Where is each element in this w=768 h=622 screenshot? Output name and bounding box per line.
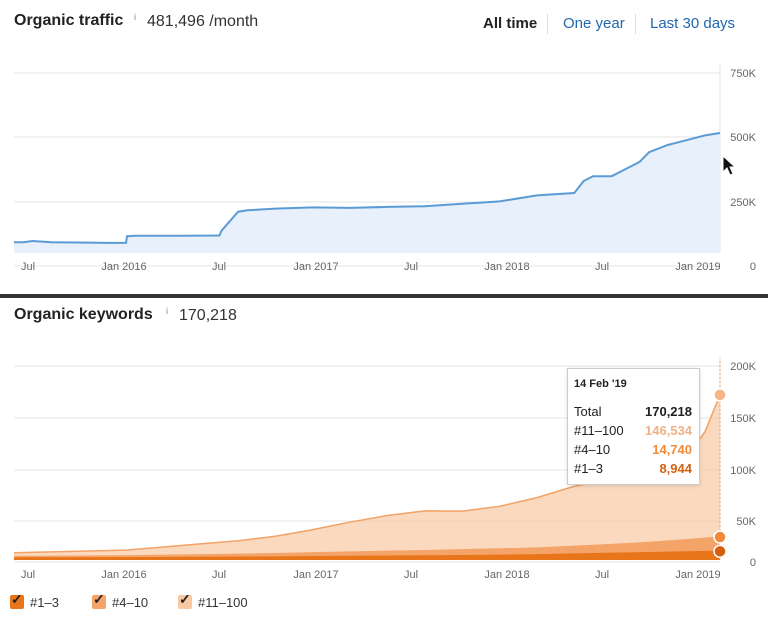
tooltip-value: 14,740	[652, 442, 692, 457]
tooltip-label: Total	[574, 404, 602, 419]
highlight-dot	[713, 388, 727, 402]
traffic-info-icon[interactable]: i	[134, 12, 136, 22]
checkbox-icon[interactable]	[10, 595, 24, 609]
legend-label: #11–100	[198, 595, 248, 610]
traffic-area	[14, 133, 720, 253]
tooltip-label: #4–10	[574, 442, 611, 457]
traffic-line	[14, 132, 721, 244]
legend-label: #1–3	[30, 595, 59, 610]
chart-tooltip: 14 Feb '19 Total 170,218 #11–100 146,534…	[567, 368, 700, 485]
x-tick-label: Jul	[212, 261, 226, 273]
x-tick-label: Jan 2019	[675, 569, 720, 581]
x-tick-label: Jan 2018	[484, 569, 529, 581]
checkbox-icon[interactable]	[92, 595, 106, 609]
legend-label: #4–10	[112, 595, 149, 610]
organic-keywords-panel: Organic keywords i 170,218	[0, 298, 768, 622]
x-tick-label: Jul	[595, 569, 609, 581]
range-one-year[interactable]: One year	[563, 15, 625, 32]
y-tick-label: 0	[750, 557, 756, 569]
range-separator	[547, 14, 548, 34]
checkmark-icon: ✓	[179, 591, 191, 607]
x-tick-label: Jul	[595, 261, 609, 273]
checkmark-icon: ✓	[93, 591, 105, 607]
y-tick-label: 50K	[736, 516, 756, 528]
x-tick-label: Jan 2017	[293, 261, 338, 273]
x-tick-label: Jan 2017	[293, 569, 338, 581]
highlight-dot	[713, 544, 727, 559]
checkmark-icon: ✓	[11, 591, 23, 607]
range-separator	[635, 14, 636, 34]
traffic-value: 481,496 /month	[147, 13, 259, 30]
range-last-30-days[interactable]: Last 30 days	[650, 15, 736, 32]
tooltip-date: 14 Feb '19	[574, 378, 627, 390]
organic-traffic-panel: Organic traffic i 481,496 /month All tim…	[0, 0, 768, 294]
keywords-title: Organic keywords	[14, 306, 153, 323]
legend-item-1-3[interactable]: ✓ #1–3	[10, 591, 80, 612]
range-all-time[interactable]: All time	[483, 15, 538, 32]
tooltip-value: 170,218	[645, 404, 692, 419]
tooltip-value: 146,534	[645, 423, 692, 438]
y-tick-label: 500K	[730, 132, 756, 144]
x-tick-label: Jul	[21, 569, 35, 581]
series-line-4-10	[13, 536, 721, 558]
y-tick-label: 200K	[730, 361, 756, 373]
traffic-title: Organic traffic	[14, 12, 124, 29]
x-tick-label: Jan 2019	[675, 261, 720, 273]
legend-item-11-100[interactable]: ✓ #11–100	[178, 591, 278, 612]
y-tick-label: 150K	[730, 413, 756, 425]
y-tick-label: 250K	[730, 197, 756, 209]
x-tick-label: Jul	[21, 261, 35, 273]
tooltip-label: #11–100	[574, 423, 624, 438]
x-tick-label: Jan 2016	[101, 261, 146, 273]
legend-item-4-10[interactable]: ✓ #4–10	[92, 591, 172, 612]
x-tick-label: Jan 2018	[484, 261, 529, 273]
highlight-dot	[713, 530, 727, 544]
x-tick-label: Jan 2016	[101, 569, 146, 581]
traffic-chart[interactable]: 750K 500K 250K 0 Jul Jan 2016 Jul Jan 2017 Jul Ja…	[0, 0, 768, 294]
series-area-11-100	[14, 394, 720, 560]
x-tick-label: Jul	[404, 569, 418, 581]
y-tick-label: 750K	[730, 68, 756, 80]
series-line-1-3	[13, 550, 721, 559]
tooltip-label: #1–3	[574, 461, 603, 476]
panel-divider	[0, 294, 768, 298]
x-tick-label: Jul	[404, 261, 418, 273]
checkbox-icon[interactable]	[178, 595, 192, 609]
keywords-info-icon[interactable]: i	[166, 306, 168, 316]
tooltip-value: 8,944	[659, 461, 692, 476]
y-tick-label: 0	[750, 261, 756, 273]
keywords-value: 170,218	[179, 307, 237, 324]
x-tick-label: Jul	[212, 569, 226, 581]
y-tick-label: 100K	[730, 465, 756, 477]
